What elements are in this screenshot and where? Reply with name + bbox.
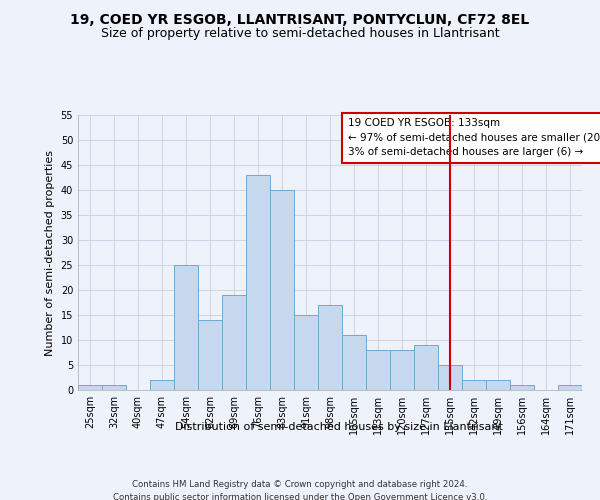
Bar [462,380,486,390]
Bar [270,190,294,390]
Bar [246,175,270,390]
Bar [342,335,366,390]
Text: Contains HM Land Registry data © Crown copyright and database right 2024.
Contai: Contains HM Land Registry data © Crown c… [113,480,487,500]
Bar [222,295,246,390]
Y-axis label: Number of semi-detached properties: Number of semi-detached properties [45,150,55,356]
Bar [390,350,414,390]
Text: Distribution of semi-detached houses by size in Llantrisant: Distribution of semi-detached houses by … [175,422,503,432]
Text: 19 COED YR ESGOB: 133sqm
← 97% of semi-detached houses are smaller (208)
3% of s: 19 COED YR ESGOB: 133sqm ← 97% of semi-d… [347,118,600,158]
Bar [198,320,222,390]
Text: Size of property relative to semi-detached houses in Llantrisant: Size of property relative to semi-detach… [101,28,499,40]
Bar [486,380,510,390]
Bar [174,265,198,390]
Bar [318,305,342,390]
Bar [78,385,102,390]
Bar [102,385,126,390]
Bar [294,315,318,390]
Bar [414,345,438,390]
Text: 19, COED YR ESGOB, LLANTRISANT, PONTYCLUN, CF72 8EL: 19, COED YR ESGOB, LLANTRISANT, PONTYCLU… [70,12,530,26]
Bar [366,350,390,390]
Bar [558,385,582,390]
Bar [510,385,534,390]
Bar [150,380,174,390]
Bar [438,365,462,390]
